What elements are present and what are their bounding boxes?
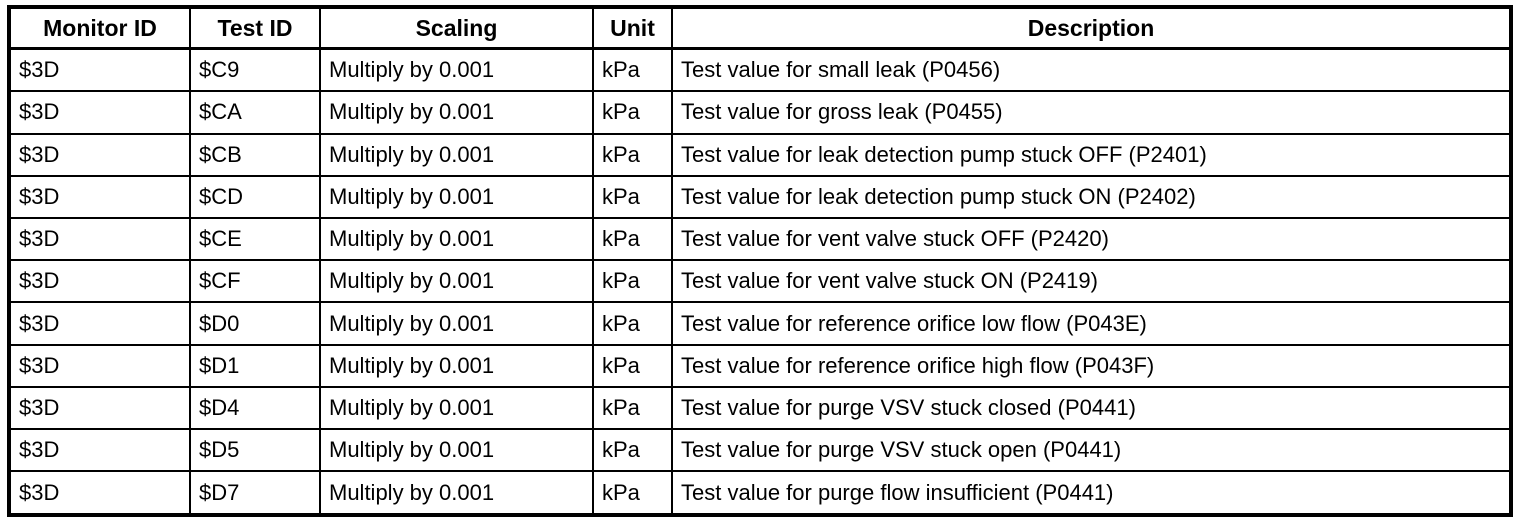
table-row: $3D $CD Multiply by 0.001 kPa Test value for…	[8, 174, 1512, 220]
obd-test-id-table: Monitor ID Test ID Scaling Unit Description …	[7, 5, 1513, 517]
table-row: $3D $D7 Multiply by 0.001 kPa Test value for…	[8, 470, 1512, 516]
table-row: $3D $CF Multiply by 0.001 kPa Test value for…	[8, 259, 1512, 304]
cell-unit: kPa	[592, 47, 673, 93]
column-header-test-id: Test ID	[189, 6, 321, 50]
cell-monitor-id: $3D	[8, 132, 191, 177]
cell-description: Test value for small leak (P0456)	[671, 47, 1512, 93]
cell-description: Test value for leak detection pump stuck…	[671, 174, 1512, 220]
cell-unit: kPa	[592, 470, 673, 516]
cell-scaling: Multiply by 0.001	[319, 174, 594, 220]
cell-scaling: Multiply by 0.001	[319, 259, 594, 304]
cell-monitor-id: $3D	[8, 217, 191, 262]
cell-monitor-id: $3D	[8, 470, 191, 516]
cell-test-id: $CE	[189, 217, 321, 262]
cell-description: Test value for vent valve stuck ON (P241…	[671, 259, 1512, 304]
cell-scaling: Multiply by 0.001	[319, 343, 594, 388]
column-header-monitor-id: Monitor ID	[8, 6, 191, 50]
cell-unit: kPa	[592, 259, 673, 304]
cell-monitor-id: $3D	[8, 259, 191, 304]
cell-test-id: $D4	[189, 385, 321, 431]
cell-unit: kPa	[592, 90, 673, 135]
cell-description: Test value for reference orifice low flo…	[671, 301, 1512, 346]
column-header-scaling: Scaling	[319, 6, 594, 50]
cell-scaling: Multiply by 0.001	[319, 47, 594, 93]
table-row: $3D $D1 Multiply by 0.001 kPa Test value for…	[8, 343, 1512, 388]
cell-monitor-id: $3D	[8, 385, 191, 431]
cell-scaling: Multiply by 0.001	[319, 90, 594, 135]
table-row: $3D $D0 Multiply by 0.001 kPa Test value for…	[8, 301, 1512, 346]
cell-unit: kPa	[592, 301, 673, 346]
cell-description: Test value for purge flow insufficient (…	[671, 470, 1512, 516]
cell-monitor-id: $3D	[8, 428, 191, 473]
cell-description: Test value for gross leak (P0455)	[671, 90, 1512, 135]
table-body: $3D $C9 Multiply by 0.001 kPa Test value for…	[8, 47, 1512, 516]
column-header-unit: Unit	[592, 6, 673, 50]
cell-description: Test value for purge VSV stuck open (P04…	[671, 428, 1512, 473]
cell-test-id: $D5	[189, 428, 321, 473]
cell-unit: kPa	[592, 174, 673, 220]
cell-description: Test value for purge VSV stuck closed (P…	[671, 385, 1512, 431]
cell-scaling: Multiply by 0.001	[319, 217, 594, 262]
table-row: $3D $CB Multiply by 0.001 kPa Test value for…	[8, 132, 1512, 177]
table-row: $3D $CA Multiply by 0.001 kPa Test value for…	[8, 90, 1512, 135]
cell-test-id: $CA	[189, 90, 321, 135]
cell-unit: kPa	[592, 428, 673, 473]
cell-scaling: Multiply by 0.001	[319, 132, 594, 177]
cell-monitor-id: $3D	[8, 174, 191, 220]
cell-test-id: $D7	[189, 470, 321, 516]
cell-monitor-id: $3D	[8, 47, 191, 93]
table-row: $3D $CE Multiply by 0.001 kPa Test value for…	[8, 217, 1512, 262]
cell-test-id: $CF	[189, 259, 321, 304]
table-row: $3D $D5 Multiply by 0.001 kPa Test value for…	[8, 428, 1512, 473]
cell-monitor-id: $3D	[8, 90, 191, 135]
cell-monitor-id: $3D	[8, 343, 191, 388]
table-row: $3D $D4 Multiply by 0.001 kPa Test value for…	[8, 385, 1512, 431]
cell-unit: kPa	[592, 343, 673, 388]
cell-unit: kPa	[592, 132, 673, 177]
cell-scaling: Multiply by 0.001	[319, 301, 594, 346]
table-header: Monitor ID Test ID Scaling Unit Description	[8, 6, 1512, 50]
cell-test-id: $C9	[189, 47, 321, 93]
cell-scaling: Multiply by 0.001	[319, 470, 594, 516]
cell-test-id: $CB	[189, 132, 321, 177]
table-row: $3D $C9 Multiply by 0.001 kPa Test value for…	[8, 47, 1512, 93]
cell-scaling: Multiply by 0.001	[319, 428, 594, 473]
header-row: Monitor ID Test ID Scaling Unit Description	[8, 6, 1512, 50]
cell-unit: kPa	[592, 217, 673, 262]
cell-description: Test value for reference orifice high fl…	[671, 343, 1512, 388]
cell-test-id: $D0	[189, 301, 321, 346]
cell-description: Test value for leak detection pump stuck…	[671, 132, 1512, 177]
column-header-description: Description	[671, 6, 1512, 50]
cell-description: Test value for vent valve stuck OFF (P24…	[671, 217, 1512, 262]
cell-unit: kPa	[592, 385, 673, 431]
cell-monitor-id: $3D	[8, 301, 191, 346]
cell-scaling: Multiply by 0.001	[319, 385, 594, 431]
cell-test-id: $D1	[189, 343, 321, 388]
cell-test-id: $CD	[189, 174, 321, 220]
